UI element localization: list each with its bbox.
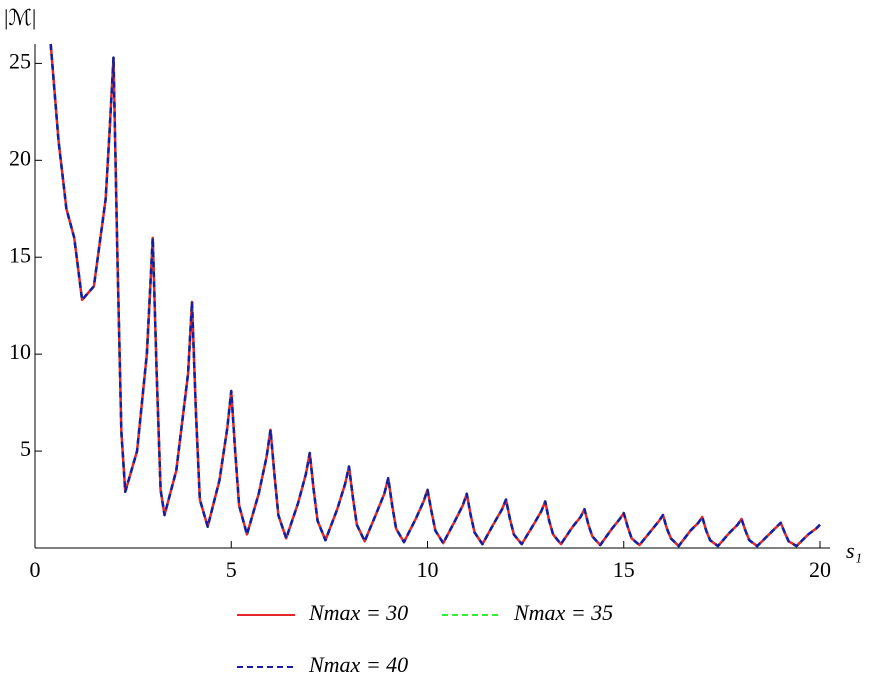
y-tick-label: 10 xyxy=(9,339,31,364)
legend-label: Nmax = 35 xyxy=(513,600,613,625)
series-line xyxy=(49,43,821,548)
x-tick-label: 15 xyxy=(613,557,635,582)
x-tick-label: 20 xyxy=(809,557,831,582)
x-tick-label: 0 xyxy=(30,557,41,582)
y-tick-label: 15 xyxy=(9,242,31,267)
y-tick-label: 25 xyxy=(9,48,31,73)
y-tick-label: 5 xyxy=(20,436,31,461)
y-tick-label: 20 xyxy=(9,145,31,170)
legend-label: Nmax = 30 xyxy=(308,600,408,625)
series-line xyxy=(49,43,821,548)
x-axis-label: s₁ xyxy=(846,538,862,563)
y-axis-label: |ℳ| xyxy=(4,5,36,30)
x-tick-label: 5 xyxy=(226,557,237,582)
series-line xyxy=(49,43,821,548)
x-tick-label: 10 xyxy=(417,557,439,582)
legend-label: Nmax = 40 xyxy=(308,652,408,677)
